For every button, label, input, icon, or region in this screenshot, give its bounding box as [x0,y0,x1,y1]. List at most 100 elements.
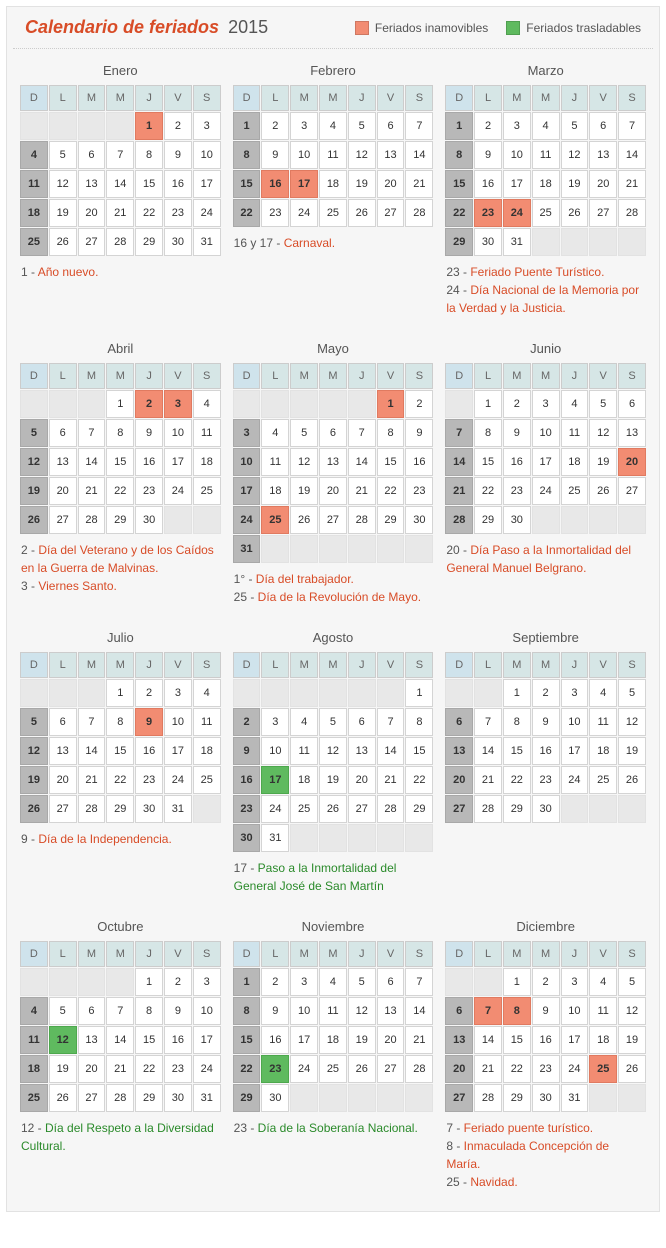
title-year: 2015 [228,17,268,37]
dow-header: M [106,941,134,967]
day-cell: 17 [290,1026,318,1054]
day-cell: 10 [561,997,589,1025]
day-cell: 8 [503,997,531,1025]
day-cell: 29 [474,506,502,534]
dow-header: D [233,652,261,678]
dow-header: L [49,363,77,389]
month-title: Septiembre [444,624,647,651]
dow-header: L [261,941,289,967]
day-cell: 28 [106,228,134,256]
day-cell: 29 [135,1084,163,1112]
legend: Feriados inamovibles Feriados trasladabl… [355,21,641,35]
day-cell: 20 [78,199,106,227]
day-pad [319,390,347,418]
dow-header: V [377,941,405,967]
day-cell: 24 [164,477,192,505]
day-cell: 24 [233,506,261,534]
day-cell: 13 [618,419,646,447]
day-cell: 1 [135,112,163,140]
day-pad [20,968,48,996]
day-cell: 28 [474,1084,502,1112]
day-cell: 11 [20,170,48,198]
day-cell: 2 [261,112,289,140]
day-pad [377,1084,405,1112]
dow-header: M [78,85,106,111]
holiday-note-num: 20 - [446,543,470,557]
day-cell: 6 [589,112,617,140]
dow-header: S [193,941,221,967]
month-title: Marzo [444,57,647,84]
day-pad [561,795,589,823]
day-cell: 30 [474,228,502,256]
day-cell: 15 [233,170,261,198]
day-pad [261,535,289,563]
day-cell: 3 [503,112,531,140]
dow-header: S [193,363,221,389]
dow-header: L [474,941,502,967]
day-cell: 27 [589,199,617,227]
day-cell: 22 [377,477,405,505]
day-cell: 15 [445,170,473,198]
legend-immovable: Feriados inamovibles [355,21,488,35]
day-cell: 20 [445,766,473,794]
dow-header: M [290,363,318,389]
day-cell: 2 [233,708,261,736]
month-table: DLMMJVS 12345678910111213141516171819202… [19,940,222,1113]
dow-header: L [261,85,289,111]
day-cell: 22 [233,1055,261,1083]
day-cell: 20 [49,766,77,794]
dow-header: V [377,85,405,111]
day-cell: 15 [503,1026,531,1054]
day-cell: 17 [164,737,192,765]
day-cell: 6 [377,968,405,996]
day-cell: 28 [405,1055,433,1083]
day-pad [377,535,405,563]
day-cell: 21 [78,766,106,794]
day-cell: 18 [319,1026,347,1054]
day-cell: 7 [405,968,433,996]
holiday-note: 17 - Paso a la Inmortalidad del General … [234,859,433,895]
day-cell: 19 [589,448,617,476]
holiday-note-text: Feriado puente turístico. [464,1121,593,1135]
day-cell: 28 [405,199,433,227]
dow-header: M [532,85,560,111]
day-cell: 30 [503,506,531,534]
day-cell: 19 [49,199,77,227]
dow-header: M [78,363,106,389]
day-cell: 27 [78,228,106,256]
day-cell: 1 [233,968,261,996]
day-cell: 27 [445,1084,473,1112]
day-cell: 13 [78,1026,106,1054]
months-grid: EneroDLMMJVS 123456789101112131415161718… [7,57,659,1201]
day-cell: 18 [561,448,589,476]
day-cell: 3 [532,390,560,418]
day-cell: 19 [49,1055,77,1083]
day-cell: 11 [290,737,318,765]
day-cell: 6 [445,708,473,736]
day-cell: 26 [290,506,318,534]
day-cell: 20 [445,1055,473,1083]
dow-header: S [618,652,646,678]
day-pad [589,506,617,534]
day-cell: 18 [261,477,289,505]
day-cell: 13 [445,1026,473,1054]
day-cell: 11 [589,997,617,1025]
day-cell: 24 [503,199,531,227]
day-cell: 28 [377,795,405,823]
dow-header: L [474,652,502,678]
holiday-note-num: 23 - [234,1121,258,1135]
day-pad [618,795,646,823]
day-cell: 12 [20,448,48,476]
day-cell: 12 [20,737,48,765]
day-cell: 31 [261,824,289,852]
month-table: DLMMJVS 12345678910111213141516171819202… [444,651,647,824]
day-cell: 11 [193,419,221,447]
day-pad [445,968,473,996]
day-pad [405,1084,433,1112]
day-cell: 29 [377,506,405,534]
day-cell: 5 [348,968,376,996]
day-cell: 19 [290,477,318,505]
day-cell: 7 [78,419,106,447]
dow-header: V [164,941,192,967]
dow-header: J [561,85,589,111]
